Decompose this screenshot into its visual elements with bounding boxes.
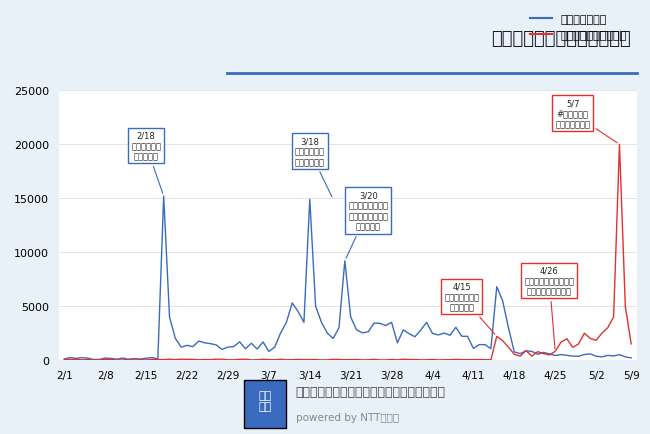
Text: ツイートから「今」が見えるニュースサイト: ツイートから「今」が見えるニュースサイト: [296, 385, 446, 398]
Text: 4/26
経済の停滞を懸念し、
自粛反対の声が増加: 4/26 経済の停滞を懸念し、 自粛反対の声が増加: [525, 266, 575, 349]
Text: powered by NTTデータ: powered by NTTデータ: [296, 412, 399, 422]
FancyBboxPatch shape: [244, 381, 286, 428]
Text: 「自粛」に関する話題量推移: 「自粛」に関する話題量推移: [491, 30, 630, 48]
Text: 5/7
#自粛反対の
ツイートが増加: 5/7 #自粛反対の ツイートが増加: [555, 99, 617, 143]
Text: 2/18
東京マラソン
中止の報道: 2/18 東京マラソン 中止の報道: [131, 132, 162, 194]
Legend: 「自粛」すべき, 「自粛」すべきでない: 「自粛」すべき, 「自粛」すべきでない: [525, 10, 631, 45]
Text: イマ
ツイ: イマ ツイ: [259, 390, 272, 411]
Text: 4/15
絊急事態宣言が
全国に拡大: 4/15 絊急事態宣言が 全国に拡大: [444, 282, 495, 335]
Text: 3/20
トランプ大統領が
五輚延期すべきと
公式に発言: 3/20 トランプ大統領が 五輚延期すべきと 公式に発言: [346, 191, 388, 259]
Text: 3/18
結婚式延期の
投稿が話題に: 3/18 結婚式延期の 投稿が話題に: [294, 137, 332, 197]
